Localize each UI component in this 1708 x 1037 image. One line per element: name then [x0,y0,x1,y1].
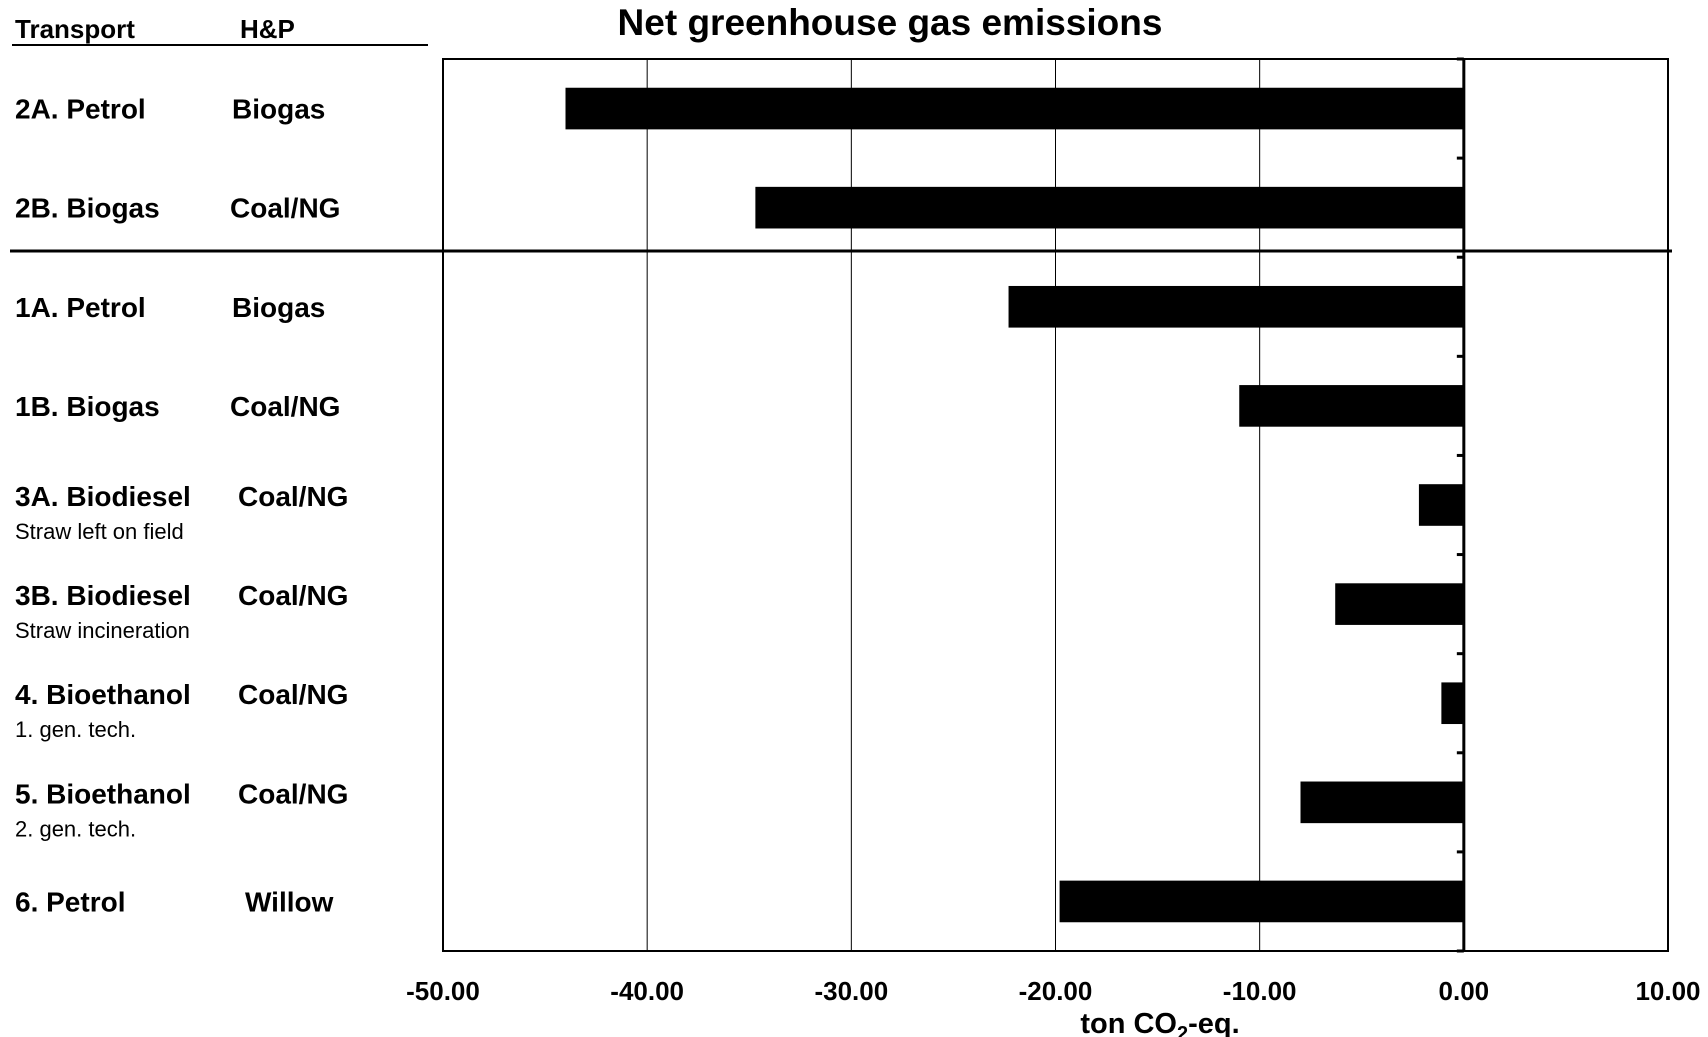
bar [565,87,1464,130]
bar [755,186,1464,229]
bar [1008,285,1464,328]
x-tick-label: -40.00 [610,976,684,1006]
x-axis-label-tail: -eq. [1188,1008,1240,1037]
x-tick-label: -10.00 [1223,976,1297,1006]
bar [1418,484,1464,526]
category-hp-label: Coal/NG [238,481,348,512]
x-axis-label-sub: 2 [1177,1023,1188,1037]
x-tick-labels: -50.00 -40.00 -30.00 -20.00 -10.00 0.00 10.00 [406,976,1700,1006]
category-hp-label: Biogas [232,94,325,125]
category-hp-label: Willow [245,886,334,917]
x-axis-label-main: ton CO [1080,1008,1177,1037]
category-note-label: Straw left on field [15,519,184,544]
x-tick-label: 0.00 [1439,976,1490,1006]
category-transport-label: 1B. Biogas [15,391,160,422]
category-transport-label: 5. Bioethanol [15,778,191,809]
category-hp-label: Coal/NG [238,580,348,611]
category-hp-label: Coal/NG [238,679,348,710]
bar [1441,682,1464,725]
category-transport-label: 6. Petrol [15,886,125,917]
x-tick-label: -20.00 [1019,976,1093,1006]
x-tick-label: -30.00 [814,976,888,1006]
category-labels: 2A. Petrol Biogas 2B. Biogas Coal/NG 1A. Pet… [15,94,348,918]
x-tick-label: 10.00 [1635,976,1700,1006]
header-hp: H&P [240,14,295,44]
category-hp-label: Coal/NG [238,778,348,809]
bar [1239,385,1464,427]
category-transport-label: 2B. Biogas [15,193,160,224]
bar [1059,880,1464,923]
bar [1300,781,1464,824]
zero-axis [1456,57,1466,953]
category-transport-label: 1A. Petrol [15,292,146,323]
x-tick-label: -50.00 [406,976,480,1006]
chart-title: Net greenhouse gas emissions [618,2,1163,43]
category-transport-label: 3A. Biodiesel [15,481,191,512]
category-hp-label: Coal/NG [230,391,340,422]
category-transport-label: 4. Bioethanol [15,679,191,710]
header-transport: Transport [15,14,135,44]
category-hp-label: Biogas [232,292,325,323]
category-note-label: 1. gen. tech. [15,717,136,742]
bars-group [565,87,1464,923]
bar [1335,583,1464,625]
category-hp-label: Coal/NG [230,193,340,224]
plot-frame [442,58,1669,952]
category-note-label: Straw incineration [15,618,190,643]
category-note-label: 2. gen. tech. [15,816,136,841]
category-transport-label: 2A. Petrol [15,94,146,125]
category-transport-label: 3B. Biodiesel [15,580,191,611]
x-axis-label: ton CO2-eq. [1080,1008,1239,1037]
